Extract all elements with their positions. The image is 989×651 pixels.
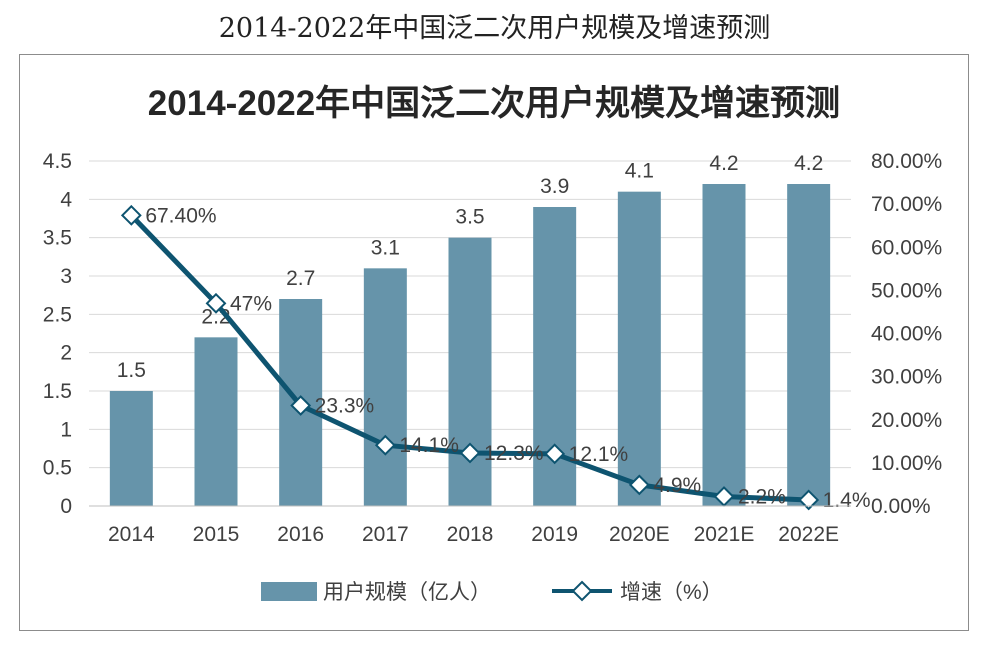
left-tick-label: 4.5 xyxy=(43,150,72,173)
growth-value-label: 1.4% xyxy=(823,489,871,512)
x-tick-label: 2020E xyxy=(609,523,670,546)
chart-title: 2014-2022年中国泛二次用户规模及增速预测 xyxy=(148,84,840,123)
bar xyxy=(448,237,492,506)
bar-value-label: 4.2 xyxy=(794,152,823,175)
growth-value-label: 23.3% xyxy=(315,395,375,418)
growth-marker xyxy=(205,292,227,314)
bar-value-label: 3.1 xyxy=(371,236,400,259)
legend-bar-swatch xyxy=(261,582,317,601)
chart-svg: 2014-2022年中国泛二次用户规模及增速预测 0 0.5 1 1.5 2 2.5 3 3.… xyxy=(43,84,942,604)
bar xyxy=(363,268,407,506)
left-tick-label: 3.5 xyxy=(43,227,72,250)
right-tick-label: 10.00% xyxy=(871,452,942,475)
growth-marker xyxy=(459,442,481,464)
bar-value-label: 4.1 xyxy=(625,160,654,183)
growth-value-label: 12.3% xyxy=(484,442,544,465)
right-tick-label: 50.00% xyxy=(871,279,942,302)
line-labels: 67.40% 47% 23.3% 14.1% 12.3% 12.1% 4.9% 2.2% 1.4… xyxy=(145,204,870,512)
left-tick-label: 4 xyxy=(60,188,72,211)
growth-value-label: 12.1% xyxy=(569,443,629,466)
bar-value-label: 3.9 xyxy=(540,175,569,198)
x-tick-label: 2017 xyxy=(362,523,409,546)
growth-value-label: 67.40% xyxy=(145,204,216,227)
x-tick-label: 2016 xyxy=(277,523,324,546)
left-tick-label: 0.5 xyxy=(43,457,72,480)
bar xyxy=(702,184,746,506)
legend-line-marker xyxy=(571,580,593,602)
x-tick-label: 2015 xyxy=(193,523,240,546)
line-series xyxy=(120,204,820,511)
growth-marker xyxy=(374,434,396,456)
x-tick-label: 2021E xyxy=(694,523,755,546)
bar xyxy=(194,337,238,506)
bar-value-label: 3.5 xyxy=(455,206,484,229)
bar-value-label: 4.2 xyxy=(709,152,738,175)
right-axis: 0.00% 10.00% 20.00% 30.00% 40.00% 50.00% 60.00… xyxy=(871,150,942,518)
left-tick-label: 3 xyxy=(60,265,72,288)
growth-marker xyxy=(544,443,566,465)
growth-value-label: 4.9% xyxy=(653,474,701,497)
x-tick-label: 2022E xyxy=(778,523,839,546)
x-tick-label: 2018 xyxy=(447,523,494,546)
right-tick-label: 60.00% xyxy=(871,236,942,259)
growth-marker xyxy=(628,474,650,496)
legend-line-label: 增速（%） xyxy=(620,581,723,604)
bar xyxy=(109,391,153,506)
right-tick-label: 40.00% xyxy=(871,323,942,346)
legend: 用户规模（亿人） 增速（%） xyxy=(261,580,723,604)
left-tick-label: 0 xyxy=(60,495,72,518)
x-axis: 2014 2015 2016 2017 2018 2019 2020E 2021E 2022E xyxy=(89,505,851,546)
bar-labels: 1.52.22.73.13.53.94.1 4.2 4.2 xyxy=(117,152,824,382)
right-tick-label: 30.00% xyxy=(871,366,942,389)
left-axis: 0 0.5 1 1.5 2 2.5 3 3.5 4 4.5 xyxy=(43,150,73,518)
bar xyxy=(787,184,831,506)
left-tick-label: 1.5 xyxy=(43,380,72,403)
growth-marker xyxy=(120,204,142,226)
right-tick-label: 0.00% xyxy=(871,495,931,518)
right-tick-label: 70.00% xyxy=(871,193,942,216)
growth-marker xyxy=(290,395,312,416)
right-tick-label: 80.00% xyxy=(871,150,942,173)
growth-value-label: 2.2% xyxy=(738,486,786,509)
right-tick-label: 20.00% xyxy=(871,409,942,432)
legend-bar-label: 用户规模（亿人） xyxy=(323,581,491,604)
growth-value-label: 14.1% xyxy=(399,434,459,457)
bar-value-label: 2.7 xyxy=(286,267,315,290)
growth-value-label: 47% xyxy=(230,292,272,315)
x-tick-label: 2019 xyxy=(531,523,578,546)
bar xyxy=(617,191,661,506)
bar-value-label: 1.5 xyxy=(117,359,146,382)
chart-frame: 2014-2022年中国泛二次用户规模及增速预测 0 0.5 1 1.5 2 2.5 3 3.… xyxy=(19,54,969,631)
left-tick-label: 2.5 xyxy=(43,303,72,326)
page-caption: 2014-2022年中国泛二次用户规模及增速预测 xyxy=(218,13,771,44)
growth-marker xyxy=(798,489,820,511)
left-tick-label: 1 xyxy=(60,418,72,441)
x-tick-label: 2014 xyxy=(108,523,155,546)
left-tick-label: 2 xyxy=(60,342,72,365)
